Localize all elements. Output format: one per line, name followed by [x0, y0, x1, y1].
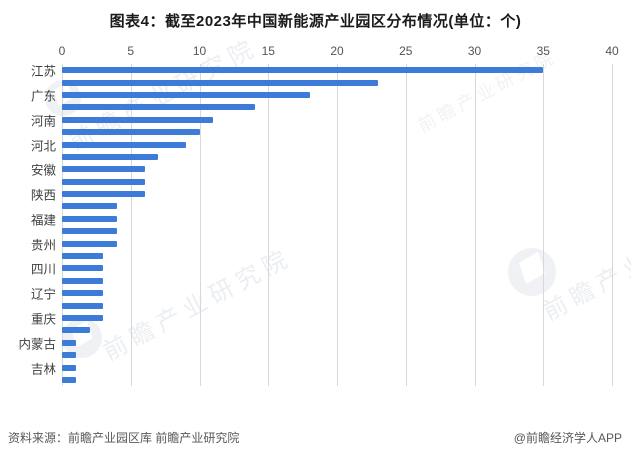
x-tick-label: 40: [605, 44, 619, 58]
bar-row: 安徽: [31, 163, 612, 178]
bar: [62, 191, 145, 198]
bar-row: 福建: [31, 213, 612, 227]
y-axis-label: 江苏: [30, 64, 56, 79]
grid-line: [130, 64, 132, 386]
source-note: 资料来源：前瞻产业园区库 前瞻产业研究院: [8, 431, 240, 445]
x-tick-label: 5: [127, 44, 135, 58]
bar: [62, 67, 544, 74]
bar: [62, 141, 186, 148]
y-axis-label: 安徽: [30, 163, 56, 178]
bar-row: [62, 349, 612, 361]
bar: [62, 364, 76, 371]
grid-line: [199, 64, 201, 386]
bar: [62, 240, 117, 247]
bar: [62, 290, 104, 297]
bar-row: [62, 299, 612, 311]
bar: [62, 327, 90, 334]
x-tick-label: 10: [192, 44, 207, 58]
bar: [62, 302, 104, 309]
bar: [62, 79, 379, 86]
plot-area: 0 5 10 15 20 25 30 35 40 江苏广东河南河北安徽陕西福建贵州四川辽宁重庆内…: [18, 44, 619, 386]
bar-row: [62, 250, 612, 262]
grid-line: [612, 64, 613, 386]
x-tick-label: 30: [467, 44, 482, 58]
bar: [62, 339, 76, 346]
bar-row: 吉林: [31, 361, 612, 376]
grid-line: [268, 64, 270, 386]
y-axis-label: 贵州: [30, 238, 56, 253]
y-axis-label: 重庆: [30, 312, 56, 327]
bar: [62, 91, 310, 98]
bar: [62, 376, 76, 383]
y-axis-label: 广东: [30, 89, 56, 104]
bar-row: 贵州: [31, 237, 612, 252]
grid-line: [405, 64, 407, 386]
bar-row: [62, 151, 612, 163]
grid-line: [62, 64, 63, 386]
bar: [62, 352, 76, 359]
y-axis-label: 吉林: [30, 362, 56, 377]
bar-row: 重庆: [31, 312, 612, 327]
x-tick-label: 0: [58, 44, 66, 58]
y-axis-label: 陕西: [30, 188, 56, 203]
x-tick-label: 35: [536, 44, 550, 58]
bar: [62, 129, 200, 136]
bar-row: 内蒙古: [18, 337, 612, 351]
bar-row: 四川: [31, 262, 612, 277]
bar: [62, 253, 104, 260]
bar-row: [62, 225, 612, 237]
bar: [62, 265, 104, 272]
y-axis-label: 河北: [30, 139, 56, 154]
y-axis-label: 福建: [30, 213, 56, 228]
y-axis-label: 内蒙古: [18, 337, 56, 352]
bar-row: [62, 275, 612, 287]
bar-row: 陕西: [31, 188, 612, 203]
bar-row: [62, 76, 612, 88]
x-tick-label: 20: [330, 44, 344, 58]
x-tick-label: 15: [261, 44, 275, 58]
grid-line: [337, 64, 338, 386]
bar-row: 河北: [31, 138, 612, 153]
y-axis-label: 四川: [30, 262, 56, 277]
bar: [62, 203, 117, 210]
bar-row: 广东: [31, 89, 612, 103]
x-tick-label: 25: [399, 44, 413, 58]
bar-row: [62, 176, 612, 188]
bar-row: [62, 101, 612, 113]
bar: [62, 178, 145, 185]
chart-title: 图表4：截至2023年中国新能源产业园区分布情况(单位：个): [109, 13, 522, 30]
bar-row: [62, 324, 612, 336]
bar-row: [62, 126, 612, 138]
app-credit: @前瞻经济学人APP: [513, 431, 622, 445]
bar: [62, 228, 117, 235]
bar-row: 江苏: [31, 64, 612, 79]
bar-row: 辽宁: [31, 287, 612, 302]
bar: [62, 215, 117, 222]
y-axis-label: 河南: [30, 114, 56, 129]
bar-rows: 江苏广东河南河北安徽陕西福建贵州四川辽宁重庆内蒙古吉林: [18, 64, 612, 386]
bar-row: 河南: [31, 114, 612, 128]
grid-line: [543, 64, 545, 386]
bar: [62, 153, 159, 160]
bar-row: [62, 200, 612, 212]
grid-line: [474, 64, 476, 386]
y-axis-label: 辽宁: [30, 287, 56, 302]
bar: [62, 315, 104, 321]
bar: [62, 116, 214, 123]
bar: [62, 277, 104, 284]
bar: [62, 166, 145, 173]
bar-row: [62, 374, 612, 386]
bar: [62, 104, 255, 111]
